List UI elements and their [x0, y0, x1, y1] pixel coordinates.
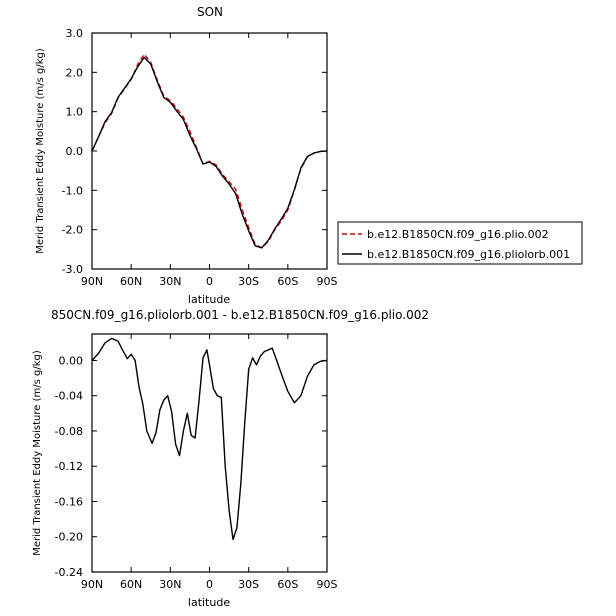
x-tick-label: 0	[206, 275, 213, 288]
chart-title: SON	[197, 5, 223, 19]
x-tick-labels: 90N 60N 30N 0 30S 60S 90S	[81, 33, 338, 288]
y-tick-label: 2.0	[66, 66, 84, 79]
series-line-1	[91, 56, 328, 249]
y-tick-label: 3.0	[66, 27, 84, 40]
y-tick-label: -3.0	[62, 263, 83, 276]
x-axis-label: latitude	[188, 596, 230, 609]
plot-frame	[91, 333, 328, 573]
y-tick-label: -2.0	[62, 224, 83, 237]
x-tick-label: 90N	[81, 578, 103, 591]
y-tick-labels: 0.00 -0.04 -0.08 -0.12 -0.16 -0.20 -0.24	[55, 354, 327, 579]
x-tick-label: 60S	[277, 275, 298, 288]
x-tick-label: 60S	[277, 578, 298, 591]
x-tick-labels: 90N 60N 30N 0 30S 60S 90S	[81, 334, 338, 591]
x-tick-label: 30N	[159, 275, 181, 288]
y-tick-label: -0.08	[55, 425, 83, 438]
series-line-0	[91, 337, 328, 541]
x-tick-label: 60N	[120, 275, 142, 288]
y-tick-label: 0.00	[59, 354, 84, 367]
legend-box	[337, 221, 583, 265]
y-tick-labels: 3.0 2.0 1.0 0.0 -1.0 -2.0 -3.0	[62, 27, 327, 276]
y-tick-label: -0.16	[55, 495, 83, 508]
x-tick-label: 30S	[238, 275, 259, 288]
x-tick-label: 90S	[317, 578, 338, 591]
x-tick-label: 90S	[317, 275, 338, 288]
y-tick-label: 0.0	[66, 145, 84, 158]
y-tick-label: -1.0	[62, 184, 83, 197]
difference-line-chart: 850CN.f09_g16.pliolorb.001 - b.e12.B1850…	[32, 308, 429, 609]
x-tick-label: 60N	[120, 578, 142, 591]
legend-label-plio: b.e12.B1850CN.f09_g16.plio.002	[367, 228, 549, 241]
y-tick-label: -0.04	[55, 390, 83, 403]
x-axis-label: latitude	[188, 293, 230, 306]
plot-frame	[91, 32, 328, 270]
chart-title: 850CN.f09_g16.pliolorb.001 - b.e12.B1850…	[51, 308, 429, 322]
y-tick-label: -0.24	[55, 566, 83, 579]
y-axis-label: Merid Transient Eddy Moisture (m/s g/kg)	[35, 48, 46, 254]
y-axis-label: Merid Transient Eddy Moisture (m/s g/kg)	[32, 350, 43, 556]
x-tick-label: 30N	[159, 578, 181, 591]
legend-label-pliolorb: b.e12.B1850CN.f09_g16.pliolorb.001	[367, 248, 570, 261]
series-group	[91, 337, 328, 541]
series-group	[91, 53, 328, 249]
y-tick-label: -0.20	[55, 531, 83, 544]
y-tick-label: 1.0	[66, 106, 84, 119]
x-tick-label: 30S	[238, 578, 259, 591]
son-line-chart: SON 3.02.01.00.0-1.0-2.0-3.0 90N 60N 30N 0 3…	[35, 5, 338, 306]
legend: b.e12.B1850CN.f09_g16.plio.002 b.e12.B18…	[337, 221, 583, 265]
x-tick-label: 0	[206, 578, 213, 591]
x-tick-label: 90N	[81, 275, 103, 288]
y-tick-label: -0.12	[55, 460, 83, 473]
